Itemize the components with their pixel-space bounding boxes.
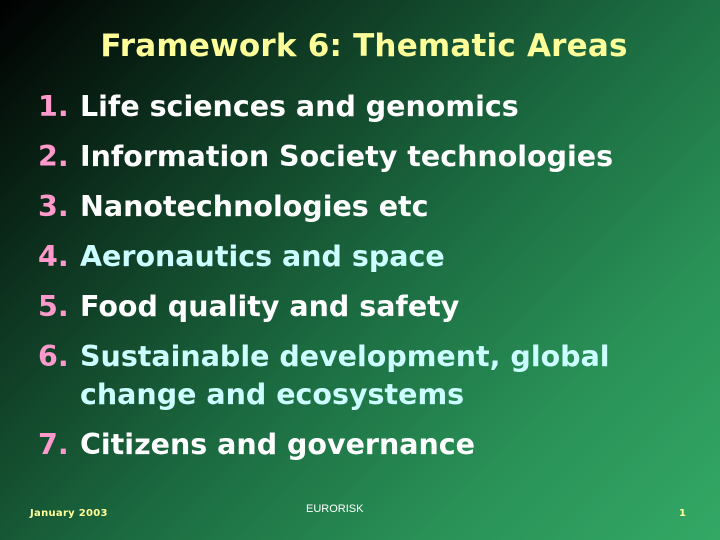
list-item: 5. Food quality and safety [38, 288, 718, 326]
list-item: 3. Nanotechnologies etc [38, 188, 718, 226]
list-item-number: 1. [38, 90, 69, 123]
list-item-number: 3. [38, 190, 69, 223]
list-item: 6. Sustainable development, global chang… [38, 338, 718, 414]
list-item-text: Information Society technologies [80, 140, 614, 173]
footer-organization: EURORISK [306, 503, 364, 515]
list-item-text: Food quality and safety [80, 290, 460, 323]
list-item: 7. Citizens and governance [38, 426, 718, 464]
list-item: 1. Life sciences and genomics [38, 88, 718, 126]
thematic-areas-list: 1. Life sciences and genomics 2. Informa… [38, 88, 718, 476]
list-item-number: 5. [38, 290, 69, 323]
list-item-number: 7. [38, 428, 69, 461]
list-item-number: 2. [38, 140, 69, 173]
list-item-number: 6. [38, 340, 69, 373]
page-number: 1 [679, 508, 686, 519]
list-item-text: Citizens and governance [80, 428, 475, 461]
list-item-text: Sustainable development, global change a… [80, 340, 610, 411]
list-item-text: Nanotechnologies etc [80, 190, 429, 223]
list-item-text: Life sciences and genomics [80, 90, 519, 123]
list-item-text: Aeronautics and space [80, 240, 445, 273]
list-item-number: 4. [38, 240, 69, 273]
footer-date: January 2003 [30, 508, 108, 519]
slide-title: Framework 6: Thematic Areas [100, 28, 628, 64]
list-item: 4. Aeronautics and space [38, 238, 718, 276]
list-item: 2. Information Society technologies [38, 138, 718, 176]
